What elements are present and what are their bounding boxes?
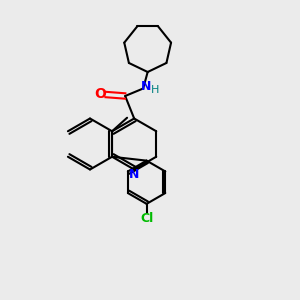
Text: N: N — [129, 167, 140, 181]
Text: Cl: Cl — [140, 212, 153, 225]
Text: N: N — [141, 80, 151, 93]
Text: H: H — [150, 85, 159, 95]
Text: O: O — [94, 87, 106, 101]
